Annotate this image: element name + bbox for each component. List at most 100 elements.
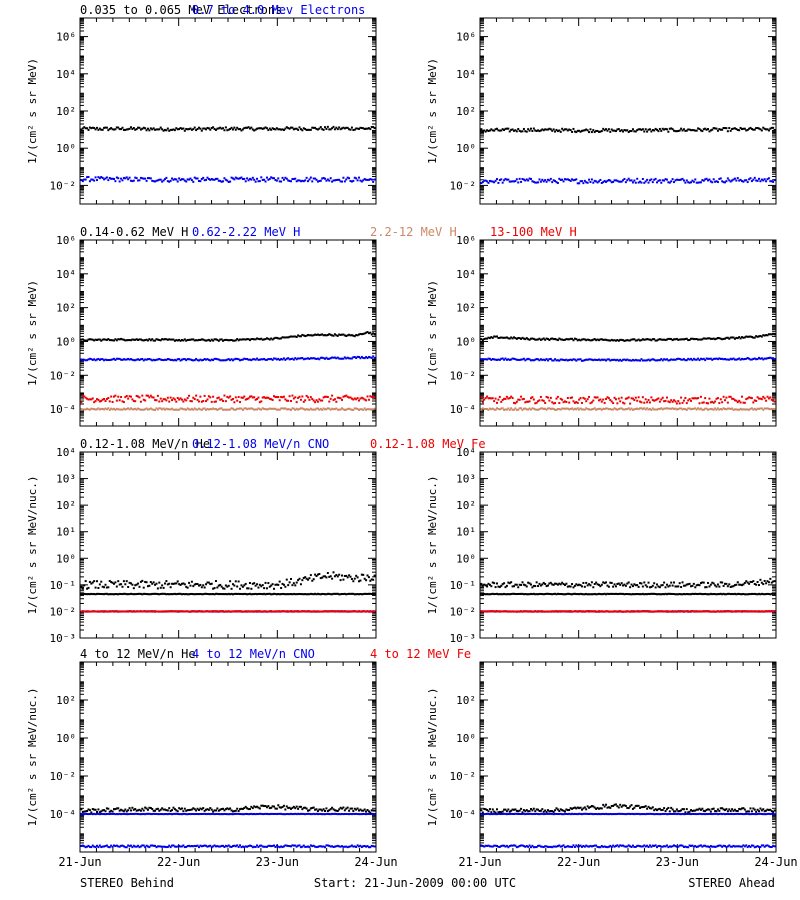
data-point bbox=[367, 127, 370, 130]
data-point bbox=[273, 610, 276, 613]
data-point bbox=[103, 408, 106, 411]
data-point bbox=[613, 179, 616, 182]
data-point bbox=[202, 400, 205, 403]
data-point bbox=[219, 592, 222, 595]
data-point bbox=[314, 573, 317, 576]
data-point bbox=[338, 408, 341, 411]
data-point bbox=[261, 396, 264, 399]
data-point bbox=[728, 583, 731, 586]
data-point bbox=[213, 593, 216, 596]
data-point bbox=[178, 177, 181, 180]
data-point bbox=[650, 592, 653, 595]
data-point bbox=[111, 610, 114, 613]
data-point bbox=[203, 358, 206, 361]
data-point bbox=[701, 338, 704, 341]
data-point bbox=[596, 583, 599, 586]
data-point bbox=[360, 593, 363, 596]
data-point bbox=[531, 337, 534, 340]
data-point bbox=[745, 408, 748, 411]
data-point bbox=[722, 358, 725, 361]
data-point bbox=[135, 358, 138, 361]
data-point bbox=[202, 176, 205, 179]
data-point bbox=[156, 358, 159, 361]
y-tick-label: 10² bbox=[456, 499, 476, 512]
data-point bbox=[182, 178, 185, 181]
data-point bbox=[173, 582, 176, 585]
data-point bbox=[227, 181, 230, 184]
data-point bbox=[620, 396, 623, 399]
data-point bbox=[146, 358, 149, 361]
data-point bbox=[552, 407, 555, 410]
data-point bbox=[532, 337, 535, 340]
data-point bbox=[685, 402, 688, 405]
data-point bbox=[512, 357, 515, 360]
data-point bbox=[504, 336, 507, 339]
data-point bbox=[483, 583, 486, 586]
data-point bbox=[84, 580, 87, 583]
data-point bbox=[480, 582, 483, 585]
data-point bbox=[657, 179, 660, 182]
data-point bbox=[84, 127, 87, 130]
data-point bbox=[158, 128, 161, 131]
data-point bbox=[524, 401, 527, 404]
data-point bbox=[188, 394, 191, 397]
data-point bbox=[731, 358, 734, 361]
data-point bbox=[636, 177, 639, 180]
data-point bbox=[631, 128, 634, 131]
data-point bbox=[107, 179, 110, 182]
data-point bbox=[118, 180, 121, 183]
data-point bbox=[135, 177, 138, 180]
data-point bbox=[501, 583, 504, 586]
data-point bbox=[748, 408, 751, 411]
data-point bbox=[196, 593, 199, 596]
data-point bbox=[369, 356, 372, 359]
data-point bbox=[185, 399, 188, 402]
data-point bbox=[325, 356, 328, 359]
data-point bbox=[226, 593, 229, 596]
data-point bbox=[748, 335, 751, 338]
data-point bbox=[511, 357, 514, 360]
data-point bbox=[359, 592, 362, 595]
data-point bbox=[270, 128, 273, 131]
data-point bbox=[556, 407, 559, 410]
data-point bbox=[551, 359, 554, 362]
data-point bbox=[718, 402, 721, 405]
data-point bbox=[274, 336, 277, 339]
data-point bbox=[115, 610, 118, 613]
data-point bbox=[236, 338, 239, 341]
data-point bbox=[257, 127, 260, 130]
data-point bbox=[258, 180, 261, 183]
data-point bbox=[333, 575, 336, 578]
data-point bbox=[94, 128, 97, 131]
data-point bbox=[356, 179, 359, 182]
data-point bbox=[668, 337, 671, 340]
data-point bbox=[278, 580, 281, 583]
data-point bbox=[217, 610, 220, 613]
data-point bbox=[566, 407, 569, 410]
data-point bbox=[350, 610, 353, 613]
data-point bbox=[318, 408, 321, 411]
data-point bbox=[609, 581, 612, 584]
data-point bbox=[555, 181, 558, 184]
data-point bbox=[736, 401, 739, 404]
data-point bbox=[178, 338, 181, 341]
panel-title-part: 0.12-1.08 MeV Fe bbox=[370, 437, 486, 451]
data-point bbox=[697, 397, 700, 400]
data-point bbox=[267, 396, 270, 399]
data-point bbox=[250, 359, 253, 362]
data-point bbox=[251, 337, 254, 340]
data-point bbox=[302, 334, 305, 337]
data-point bbox=[515, 337, 518, 340]
data-point bbox=[139, 580, 142, 583]
data-point bbox=[168, 129, 171, 132]
data-point bbox=[665, 128, 668, 131]
data-point bbox=[128, 339, 131, 342]
data-point bbox=[704, 397, 707, 400]
data-point bbox=[627, 339, 630, 342]
data-point bbox=[110, 127, 113, 130]
data-point bbox=[176, 358, 179, 361]
data-point bbox=[370, 578, 373, 581]
data-point bbox=[239, 407, 242, 410]
data-point bbox=[315, 575, 318, 578]
data-point bbox=[572, 179, 575, 182]
